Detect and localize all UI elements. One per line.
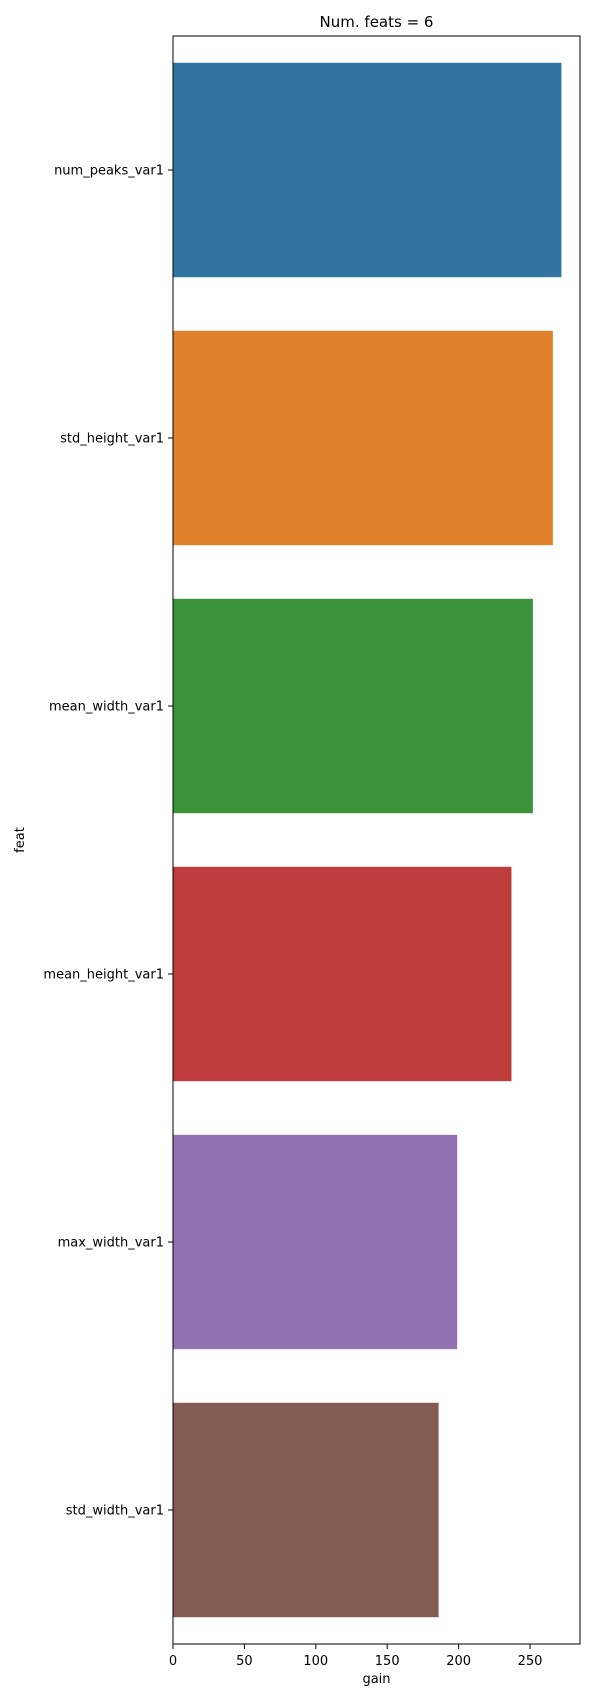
x-axis-ticks: 0 50 100 150 200 250 bbox=[169, 1644, 543, 1669]
plot-frame bbox=[172, 35, 581, 1645]
bar-std_height_var1 bbox=[173, 330, 553, 546]
x-tick-label: 100 bbox=[303, 1654, 328, 1669]
x-tick-label: 150 bbox=[375, 1654, 400, 1669]
bar-num_peaks_var1 bbox=[173, 62, 562, 278]
x-tick-label: 200 bbox=[446, 1654, 471, 1669]
y-axis-ticks: num_peaks_var1 std_height_var1 mean_width_… bbox=[43, 164, 173, 1519]
y-tick-label: mean_width_var1 bbox=[49, 700, 164, 715]
y-tick-label: std_height_var1 bbox=[60, 432, 164, 447]
y-tick-label: max_width_var1 bbox=[58, 1236, 164, 1251]
bar-mean_width_var1 bbox=[173, 598, 533, 814]
x-axis-label: gain bbox=[362, 1672, 390, 1687]
x-tick-label: 250 bbox=[518, 1654, 543, 1669]
x-tick-label: 0 bbox=[169, 1654, 177, 1669]
bars-layer bbox=[173, 62, 562, 1618]
y-axis-label: feat bbox=[13, 827, 28, 853]
y-tick-label: std_width_var1 bbox=[66, 1504, 164, 1519]
bar-std_width_var1 bbox=[173, 1402, 439, 1618]
y-tick-label: mean_height_var1 bbox=[43, 968, 164, 983]
y-tick-label: num_peaks_var1 bbox=[54, 164, 164, 179]
bar-mean_height_var1 bbox=[173, 866, 512, 1082]
bar-max_width_var1 bbox=[173, 1134, 458, 1350]
x-tick-label: 50 bbox=[236, 1654, 253, 1669]
chart-title: Num. feats = 6 bbox=[320, 13, 434, 31]
